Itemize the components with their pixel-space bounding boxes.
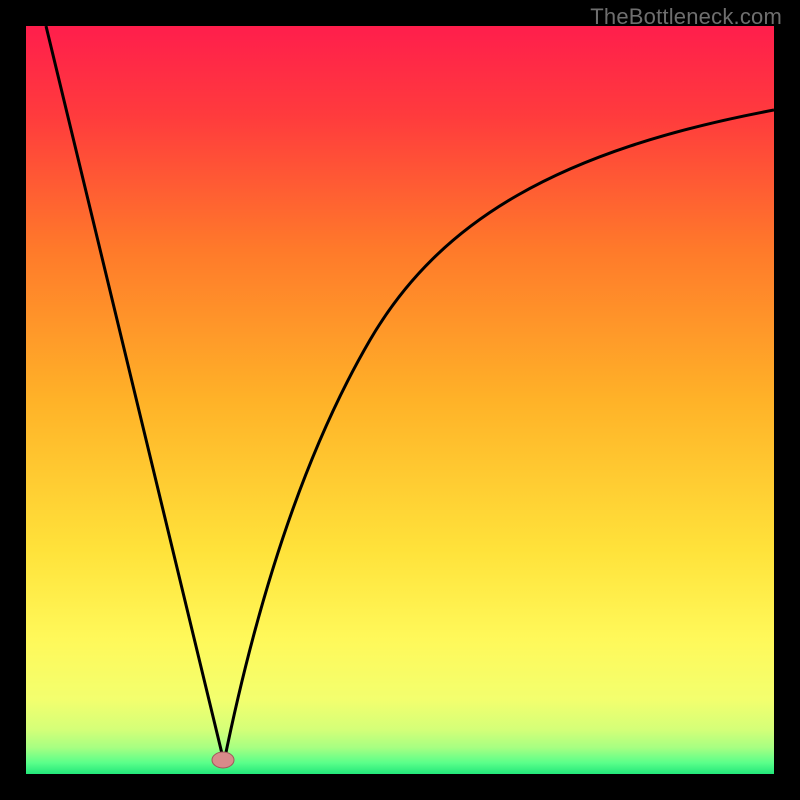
watermark-text: TheBottleneck.com bbox=[590, 4, 782, 30]
bottleneck-chart-svg bbox=[0, 0, 800, 800]
optimal-point-marker bbox=[212, 752, 234, 768]
chart-frame: TheBottleneck.com bbox=[0, 0, 800, 800]
chart-background bbox=[26, 26, 774, 774]
